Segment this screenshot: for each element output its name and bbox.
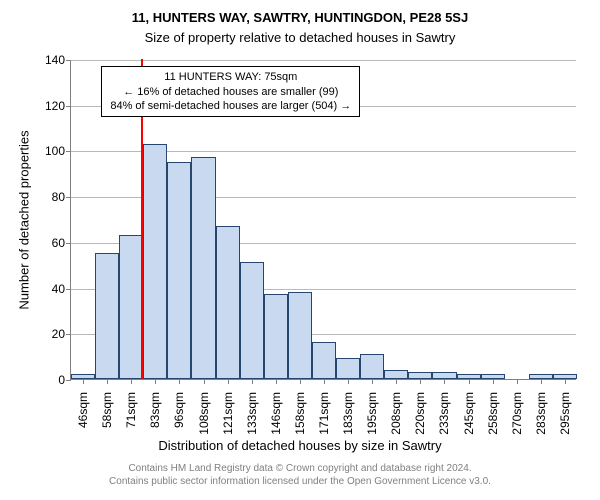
histogram-bar [216, 226, 240, 379]
histogram-bar [336, 358, 360, 379]
xtick-label: 195sqm [365, 386, 379, 435]
xtick-mark [396, 379, 397, 384]
xtick-label: 183sqm [341, 386, 355, 435]
chart-title-1: 11, HUNTERS WAY, SAWTRY, HUNTINGDON, PE2… [0, 10, 600, 25]
xtick-mark [444, 379, 445, 384]
histogram-bar [264, 294, 288, 379]
y-axis-label: Number of detached properties [17, 130, 32, 309]
xtick-mark [300, 379, 301, 384]
ytick-label: 140 [45, 53, 71, 67]
xtick-mark [155, 379, 156, 384]
xtick-label: 121sqm [221, 386, 235, 435]
xtick-mark [83, 379, 84, 384]
xtick-label: 220sqm [413, 386, 427, 435]
histogram-bar [312, 342, 336, 379]
xtick-label: 108sqm [197, 386, 211, 435]
xtick-label: 283sqm [534, 386, 548, 435]
footer-line-2: Contains public sector information licen… [0, 475, 600, 488]
xtick-label: 133sqm [245, 386, 259, 435]
histogram-bar [432, 372, 456, 379]
xtick-mark [324, 379, 325, 384]
xtick-mark [469, 379, 470, 384]
histogram-bar [408, 372, 432, 379]
xtick-label: 171sqm [317, 386, 331, 435]
info-box-line: 84% of semi-detached houses are larger (… [110, 99, 351, 113]
histogram-plot: 02040608010012014046sqm58sqm71sqm83sqm96… [70, 60, 576, 380]
xtick-mark [107, 379, 108, 384]
chart-footer: Contains HM Land Registry data © Crown c… [0, 462, 600, 488]
xtick-label: 245sqm [462, 386, 476, 435]
xtick-mark [228, 379, 229, 384]
histogram-bar [384, 370, 408, 379]
xtick-mark [372, 379, 373, 384]
xtick-mark [131, 379, 132, 384]
xtick-label: 208sqm [389, 386, 403, 435]
xtick-mark [348, 379, 349, 384]
ytick-label: 0 [58, 373, 71, 387]
ytick-label: 120 [45, 99, 71, 113]
info-box-line: ← 16% of detached houses are smaller (99… [110, 85, 351, 99]
ytick-label: 80 [52, 190, 71, 204]
histogram-bar [143, 144, 167, 379]
xtick-mark [252, 379, 253, 384]
xtick-label: 295sqm [558, 386, 572, 435]
xtick-label: 146sqm [269, 386, 283, 435]
histogram-bar [119, 235, 143, 379]
gridline [71, 60, 576, 61]
xtick-mark [493, 379, 494, 384]
ytick-label: 20 [52, 327, 71, 341]
xtick-label: 233sqm [437, 386, 451, 435]
ytick-label: 100 [45, 144, 71, 158]
xtick-mark [541, 379, 542, 384]
xtick-mark [179, 379, 180, 384]
x-axis-label: Distribution of detached houses by size … [0, 438, 600, 453]
xtick-mark [204, 379, 205, 384]
xtick-label: 158sqm [293, 386, 307, 435]
xtick-label: 258sqm [486, 386, 500, 435]
xtick-mark [276, 379, 277, 384]
xtick-mark [420, 379, 421, 384]
xtick-label: 270sqm [510, 386, 524, 435]
ytick-label: 60 [52, 236, 71, 250]
xtick-label: 71sqm [124, 386, 138, 428]
xtick-label: 83sqm [148, 386, 162, 428]
xtick-mark [565, 379, 566, 384]
footer-line-1: Contains HM Land Registry data © Crown c… [0, 462, 600, 475]
xtick-label: 46sqm [76, 386, 90, 428]
histogram-bar [191, 157, 215, 379]
histogram-bar [360, 354, 384, 379]
xtick-mark [517, 379, 518, 384]
histogram-bar [288, 292, 312, 379]
xtick-label: 58sqm [100, 386, 114, 428]
info-box: 11 HUNTERS WAY: 75sqm← 16% of detached h… [101, 66, 360, 117]
chart-title-2: Size of property relative to detached ho… [0, 30, 600, 45]
histogram-bar [240, 262, 264, 379]
histogram-bar [95, 253, 119, 379]
histogram-bar [167, 162, 191, 379]
ytick-label: 40 [52, 282, 71, 296]
info-box-line: 11 HUNTERS WAY: 75sqm [110, 70, 351, 84]
xtick-label: 96sqm [172, 386, 186, 428]
